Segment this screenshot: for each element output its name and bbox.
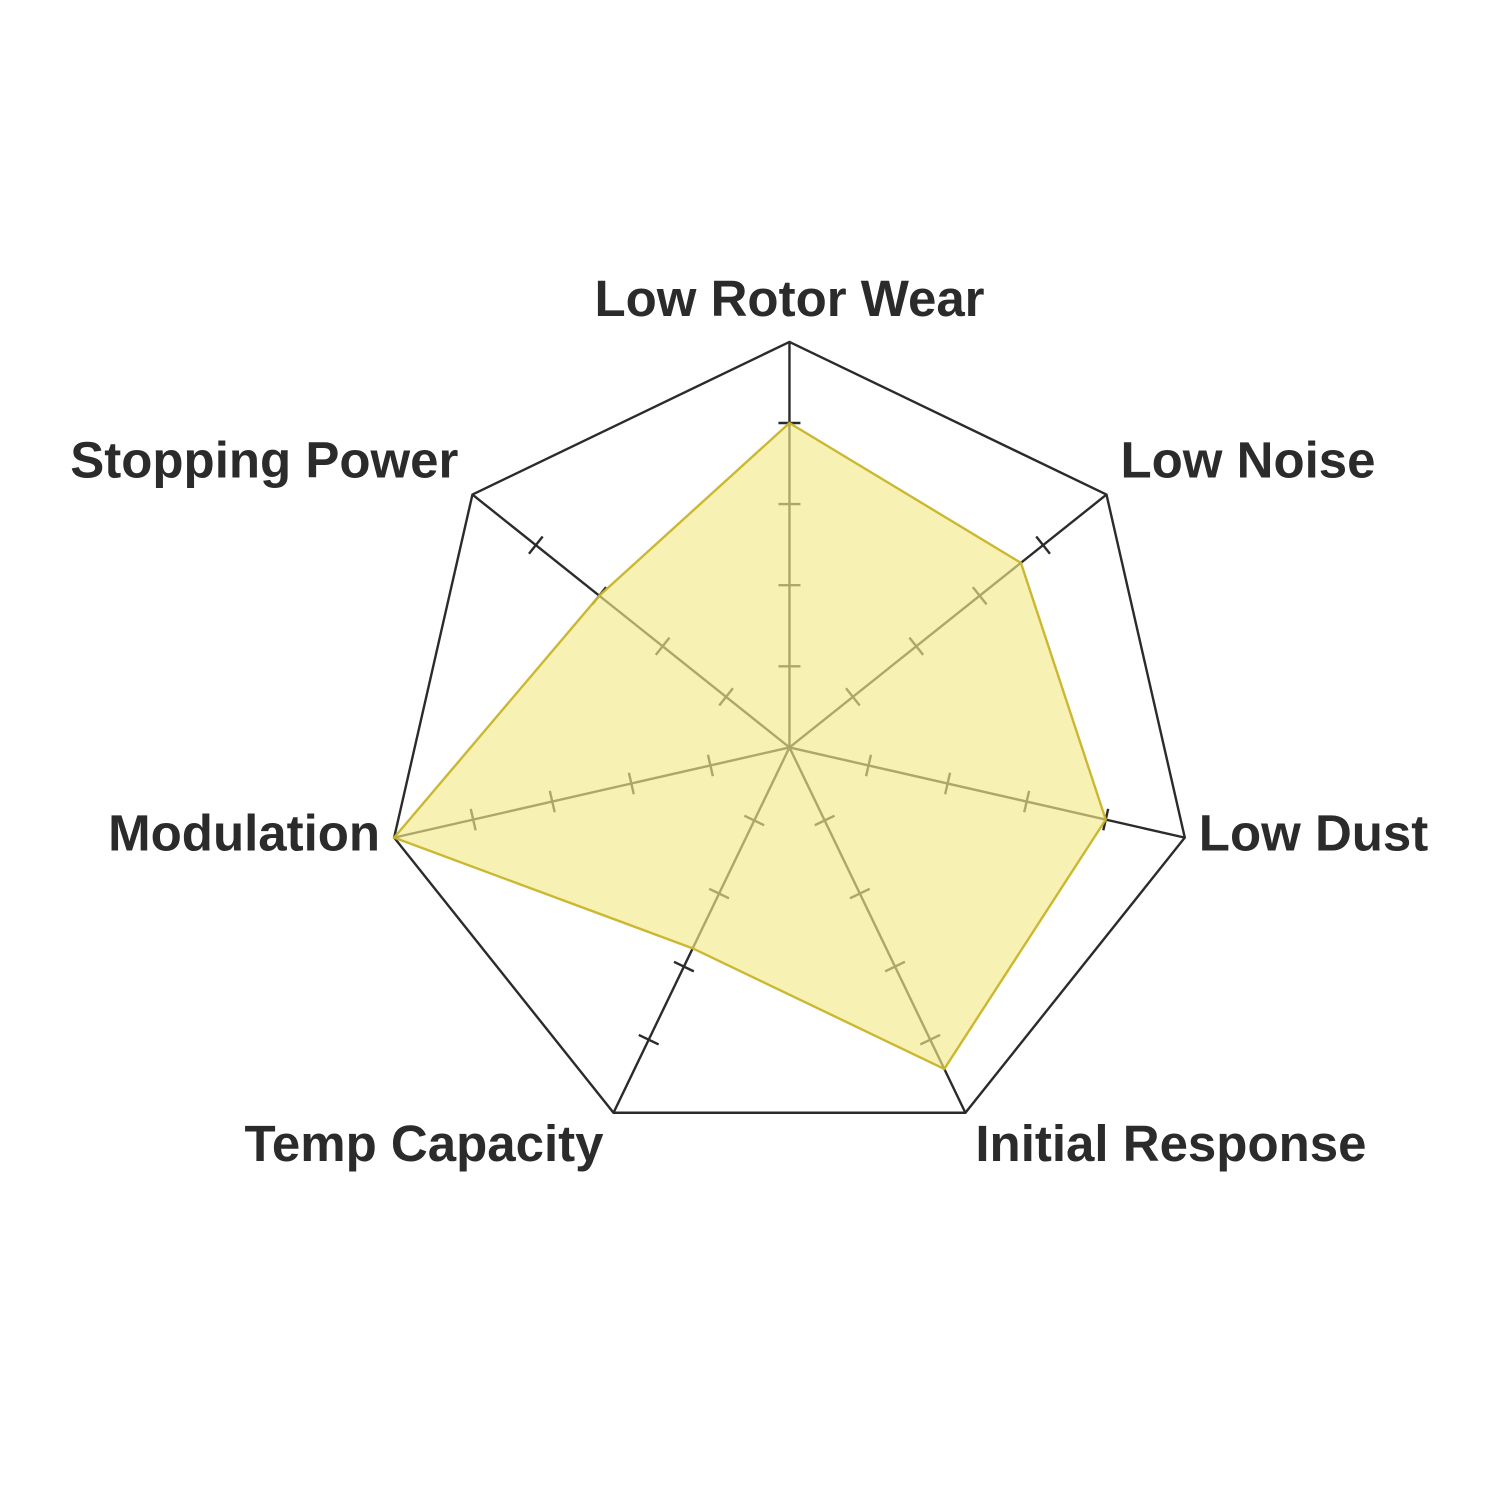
svg-text:Temp Capacity: Temp Capacity [245,1115,605,1172]
svg-text:Initial Response: Initial Response [975,1115,1366,1172]
svg-text:Low Noise: Low Noise [1121,432,1376,489]
svg-text:Stopping Power: Stopping Power [70,432,458,489]
svg-text:Low Dust: Low Dust [1199,805,1428,862]
svg-text:Modulation: Modulation [108,805,380,862]
svg-text:Low Rotor Wear: Low Rotor Wear [594,270,984,327]
